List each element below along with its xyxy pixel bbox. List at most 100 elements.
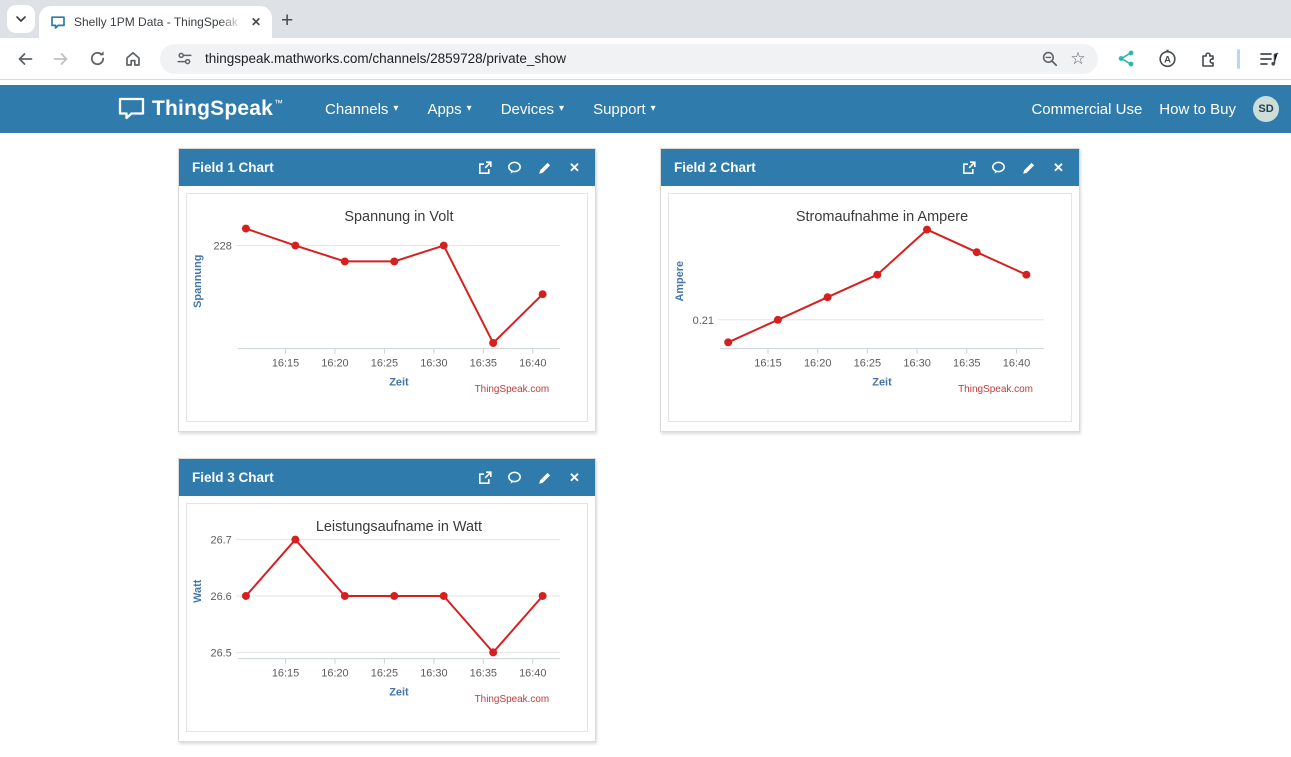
x-tick-label: 16:20 [321, 357, 348, 369]
thingspeak-logo[interactable]: ThingSpeak ™ [118, 96, 283, 122]
data-point [972, 248, 981, 257]
back-button[interactable] [10, 44, 40, 74]
nav-item-channels[interactable]: Channels ▾ [325, 100, 399, 118]
edit-pencil-icon[interactable] [1021, 160, 1036, 175]
x-axis-label: Zeit [389, 376, 409, 388]
data-point [538, 290, 547, 299]
data-point [538, 592, 547, 600]
zoom-button[interactable] [1036, 45, 1064, 73]
shield-a-icon: A [1158, 49, 1176, 68]
back-arrow-icon [18, 52, 33, 65]
adblock-extension-button[interactable]: A [1155, 47, 1179, 71]
nav-item-commercial-use[interactable]: Commercial Use [1031, 100, 1143, 118]
bookmark-star-icon[interactable]: ☆ [1064, 45, 1092, 73]
x-tick-label: 16:30 [420, 357, 447, 369]
chart-title: Stromaufnahme in Ampere [796, 209, 968, 225]
nav-item-how-to-buy[interactable]: How to Buy [1159, 100, 1236, 118]
extensions-button[interactable] [1196, 47, 1220, 71]
avatar[interactable]: SD [1253, 96, 1279, 122]
field1-chart-body: 228 16:15 16:20 16:25 16:30 16:35 16:40 Spannun… [179, 186, 595, 431]
x-tick-label: 16:40 [519, 667, 546, 679]
nav-right: Commercial Use How to Buy SD [1031, 96, 1279, 122]
tab-search-button[interactable] [7, 5, 35, 33]
y-axis-label: Ampere [674, 261, 686, 302]
data-point [724, 338, 733, 347]
field2-chart-body: 0.21 16:15 16:20 16:25 16:30 16:35 16:40 Stroma… [661, 186, 1079, 431]
tab-title: Shelly 1PM Data - ThingSpeak I [74, 15, 243, 29]
x-tick-label: 16:30 [903, 358, 930, 370]
data-point [489, 339, 498, 347]
share-button[interactable] [1114, 47, 1138, 71]
tab-close-icon[interactable]: ✕ [247, 13, 265, 31]
data-point [291, 241, 300, 250]
side-panel-button[interactable] [1257, 47, 1281, 71]
close-icon[interactable]: ✕ [567, 160, 582, 175]
url-bar[interactable]: thingspeak.mathworks.com/channels/285972… [160, 43, 1098, 74]
forward-button[interactable] [46, 44, 76, 74]
x-tick-label: 16:15 [272, 357, 299, 369]
edit-pencil-icon[interactable] [537, 470, 552, 485]
field1-chart-canvas: 228 16:15 16:20 16:25 16:30 16:35 16:40 Spannun… [186, 193, 588, 422]
nav-item-apps[interactable]: Apps ▾ [427, 100, 472, 118]
share-nodes-icon [1118, 50, 1133, 67]
external-link-icon[interactable] [477, 470, 492, 485]
external-link-icon[interactable] [961, 160, 976, 175]
data-point [823, 293, 832, 302]
data-point [773, 315, 782, 324]
reload-button[interactable] [82, 44, 112, 74]
data-point [439, 241, 448, 250]
caret-down-icon: ▾ [466, 103, 472, 114]
thingspeak-logo-icon [118, 97, 145, 120]
caret-down-icon: ▾ [393, 103, 399, 114]
comment-icon[interactable] [507, 160, 522, 175]
field3-chart-body: 26.7 26.6 26.5 16:15 16:20 16:25 16:30 16:35 16:… [179, 496, 595, 741]
nav-item-devices[interactable]: Devices ▾ [500, 100, 565, 118]
chart-credits: ThingSpeak.com [475, 694, 550, 705]
external-link-icon[interactable] [477, 160, 492, 175]
new-tab-button[interactable]: + [281, 9, 294, 32]
y-tick-label: 26.5 [211, 647, 232, 659]
home-button[interactable] [118, 44, 148, 74]
close-icon[interactable]: ✕ [1051, 160, 1066, 175]
y-tick-label: 228 [214, 241, 232, 253]
y-axis-label: Watt [192, 579, 204, 603]
list-music-icon [1260, 52, 1279, 66]
data-point [439, 592, 448, 600]
x-tick-label: 16:15 [272, 667, 299, 679]
chart-title: Spannung in Volt [344, 209, 453, 225]
card-title: Field 3 Chart [192, 470, 274, 485]
toolbar-extensions: A [1114, 47, 1281, 71]
edit-pencil-icon[interactable] [537, 160, 552, 175]
chart-credits: ThingSpeak.com [475, 384, 550, 395]
x-tick-label: 16:40 [1003, 358, 1030, 370]
data-point [340, 592, 349, 600]
channel-page-content: Field 1 Chart ✕ 228 16:15 16:20 16:25 16:30 1… [0, 133, 1291, 757]
browser-toolbar: thingspeak.mathworks.com/channels/285972… [0, 38, 1291, 80]
y-axis-label: Spannung [192, 255, 204, 308]
toolbar-divider [1237, 48, 1240, 69]
field3-chart-card: Field 3 Chart ✕ 26.7 26.6 26.5 16:15 16:20 16… [178, 458, 596, 742]
x-axis-label: Zeit [389, 686, 409, 698]
field3-chart-header: Field 3 Chart ✕ [179, 459, 595, 496]
x-tick-label: 16:25 [854, 358, 881, 370]
series-line [727, 228, 1027, 344]
x-tick-label: 16:35 [470, 667, 497, 679]
close-icon[interactable]: ✕ [567, 470, 582, 485]
field1-chart-header: Field 1 Chart ✕ [179, 149, 595, 186]
comment-icon[interactable] [991, 160, 1006, 175]
field3-chart-canvas: 26.7 26.6 26.5 16:15 16:20 16:25 16:30 16:35 16:… [186, 503, 588, 732]
chevron-down-icon [16, 16, 26, 22]
url-text[interactable]: thingspeak.mathworks.com/channels/285972… [205, 51, 566, 66]
thingspeak-favicon-icon [51, 15, 65, 29]
site-info-button[interactable] [172, 47, 196, 71]
comment-icon[interactable] [507, 470, 522, 485]
x-tick-label: 16:15 [754, 358, 781, 370]
home-icon [126, 51, 140, 66]
nav-item-support[interactable]: Support ▾ [593, 100, 656, 118]
browser-tab-active[interactable]: Shelly 1PM Data - ThingSpeak I ✕ [39, 6, 272, 38]
data-point [340, 257, 349, 266]
puzzle-piece-icon [1201, 52, 1214, 67]
forward-arrow-icon [53, 52, 68, 65]
chart-title: Leistungsaufname in Watt [316, 519, 482, 535]
reload-icon [90, 51, 104, 66]
